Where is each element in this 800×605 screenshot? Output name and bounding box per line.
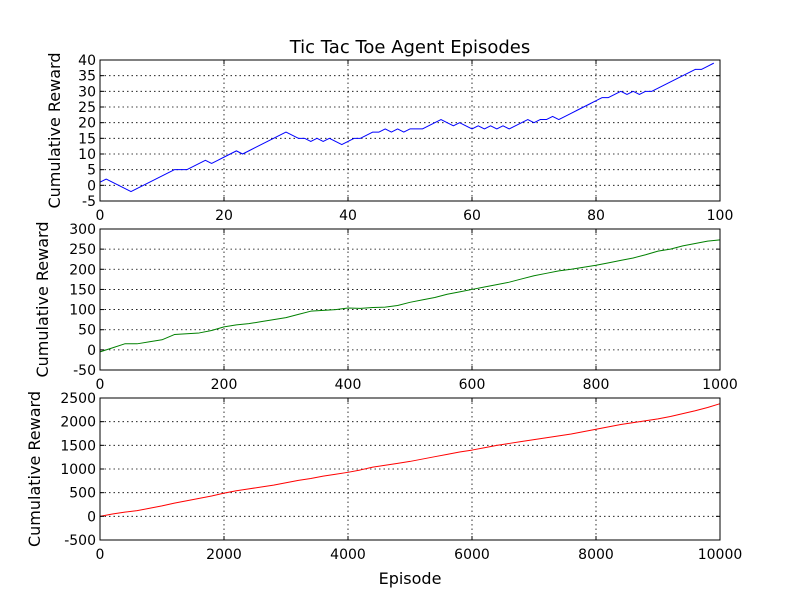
x-tick-label: 0 [96,547,105,563]
y-axis-label: Cumulative Reward [45,53,64,209]
y-tick-label: 150 [69,282,96,298]
y-tick-label: 0 [87,509,96,525]
axes-frame [99,228,721,371]
y-tick-label: 2000 [60,415,96,431]
y-tick-label: -50 [73,363,96,379]
x-tick-label: 0 [96,377,105,393]
subplot-3: 0 2000 4000 6000 8000 10000-50005001000150020… [25,391,742,588]
axes-frame [99,59,721,202]
y-tick-label: 2500 [60,391,96,407]
x-tick-label: 200 [211,377,238,393]
y-tick-label: -5 [82,194,96,210]
x-tick-label: 80 [587,208,605,224]
x-tick-label: 0 [96,208,105,224]
x-tick-label: 10000 [698,547,743,563]
y-tick-label: 0 [87,178,96,194]
y-tick-label: 20 [78,116,96,132]
y-tick-label: 250 [69,242,96,258]
x-axis-label: Episode [379,569,442,588]
x-tick-label: 100 [707,208,734,224]
y-tick-label: 300 [69,222,96,238]
chart-title: Tic Tac Toe Agent Episodes [289,37,531,58]
x-tick-label: 400 [335,377,362,393]
y-tick-label: 25 [78,100,96,116]
x-tick-label: 1000 [702,377,738,393]
y-tick-label: -500 [64,533,96,549]
x-tick-label: 6000 [454,547,490,563]
y-tick-label: 15 [78,131,96,147]
y-tick-label: 30 [78,84,96,100]
y-tick-label: 1500 [60,438,96,454]
x-tick-label: 600 [459,377,486,393]
series-line-2-1 [99,239,721,353]
y-tick-label: 500 [69,486,96,502]
x-tick-label: 20 [215,208,233,224]
y-tick-label: 35 [78,69,96,85]
y-axis-label: Cumulative Reward [25,391,44,547]
x-tick-label: 2000 [206,547,242,563]
series-line-3-1 [99,403,721,517]
y-tick-label: 5 [87,163,96,179]
y-axis-label: Cumulative Reward [33,222,52,378]
x-tick-label: 40 [339,208,357,224]
y-tick-label: 0 [87,343,96,359]
y-tick-label: 1000 [60,462,96,478]
x-tick-label: 4000 [330,547,366,563]
y-tick-label: 40 [78,53,96,69]
x-tick-label: 60 [463,208,481,224]
series-line-1-1 [99,62,715,193]
x-tick-label: 800 [583,377,610,393]
y-tick-label: 200 [69,262,96,278]
subplot-1: 0 20 40 60 80 100-50510152025303540Cumulative… [45,37,733,224]
y-tick-label: 100 [69,303,96,319]
y-tick-label: 10 [78,147,96,163]
subplot-2: 0 200 400 600 800 1000-50050100150200250300Cu… [33,222,738,394]
y-tick-label: 50 [78,323,96,339]
x-tick-label: 8000 [578,547,614,563]
